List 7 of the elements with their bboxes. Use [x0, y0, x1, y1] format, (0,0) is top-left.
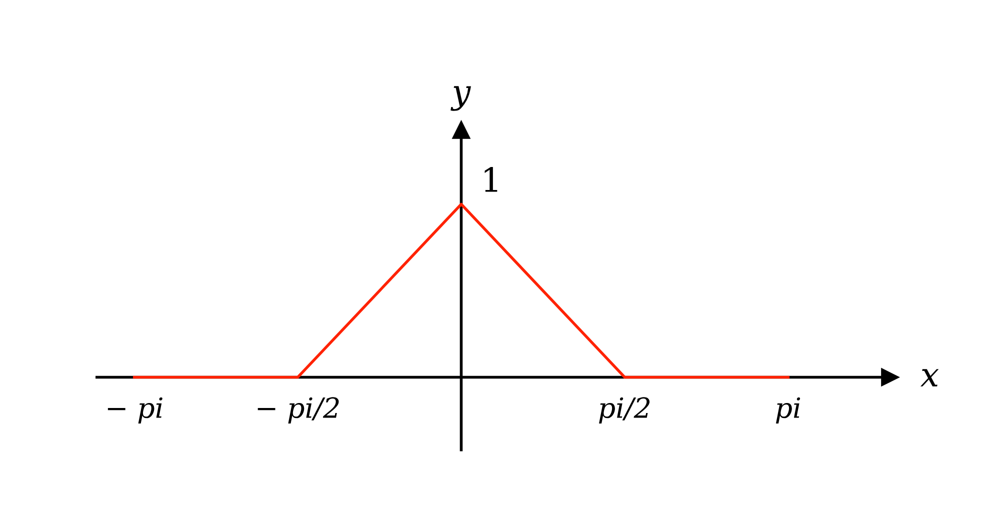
x-tick-label: − pi/2 [258, 397, 339, 424]
x-tick-label: pi/2 [599, 397, 650, 424]
x-tick-label: pi [776, 397, 800, 424]
annotation: 1 [484, 166, 498, 192]
y-axis-title: y [450, 86, 471, 111]
x-tick-label: − pi [108, 397, 162, 424]
x-axis-title: x [920, 369, 939, 386]
